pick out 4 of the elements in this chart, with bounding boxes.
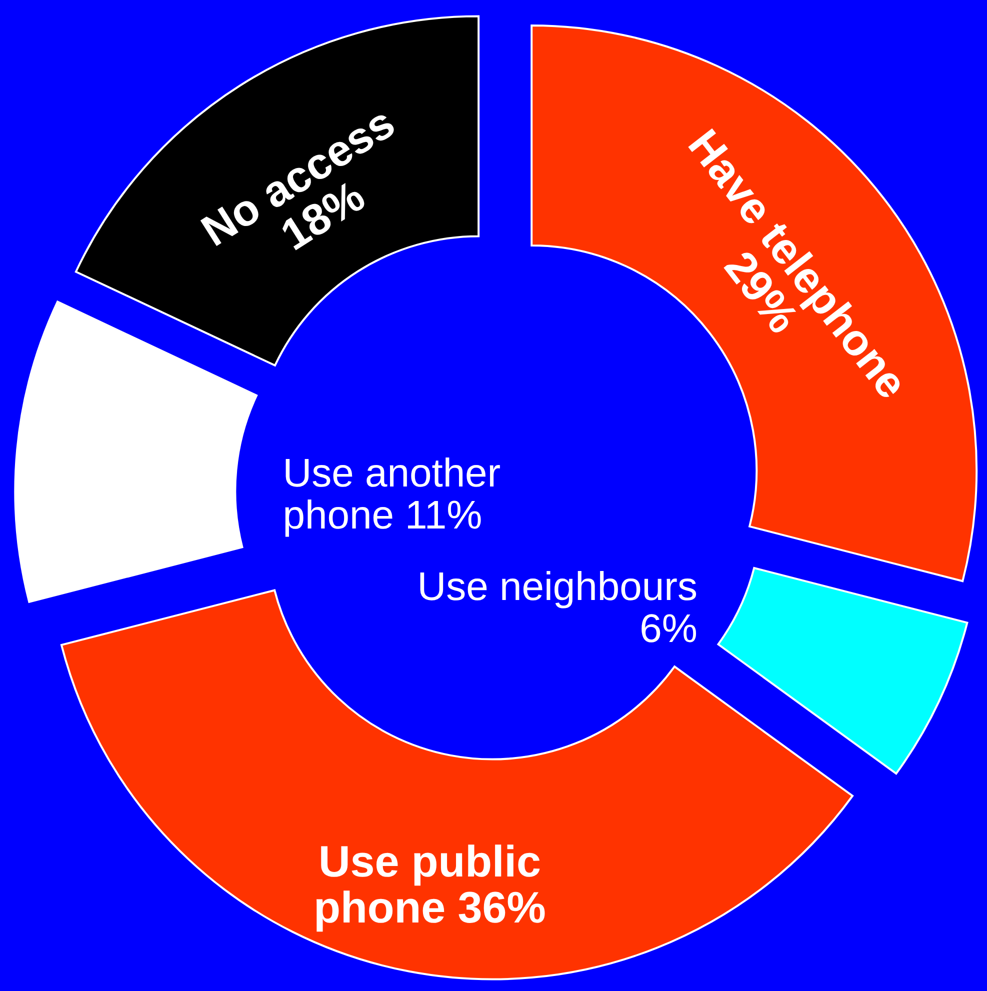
data-label: 6% [640, 606, 698, 651]
slice-label: Use another phone 11% [282, 451, 501, 538]
slice-label: Use neighbours [417, 564, 698, 609]
slice-label: Use public phone 36% [314, 837, 546, 932]
